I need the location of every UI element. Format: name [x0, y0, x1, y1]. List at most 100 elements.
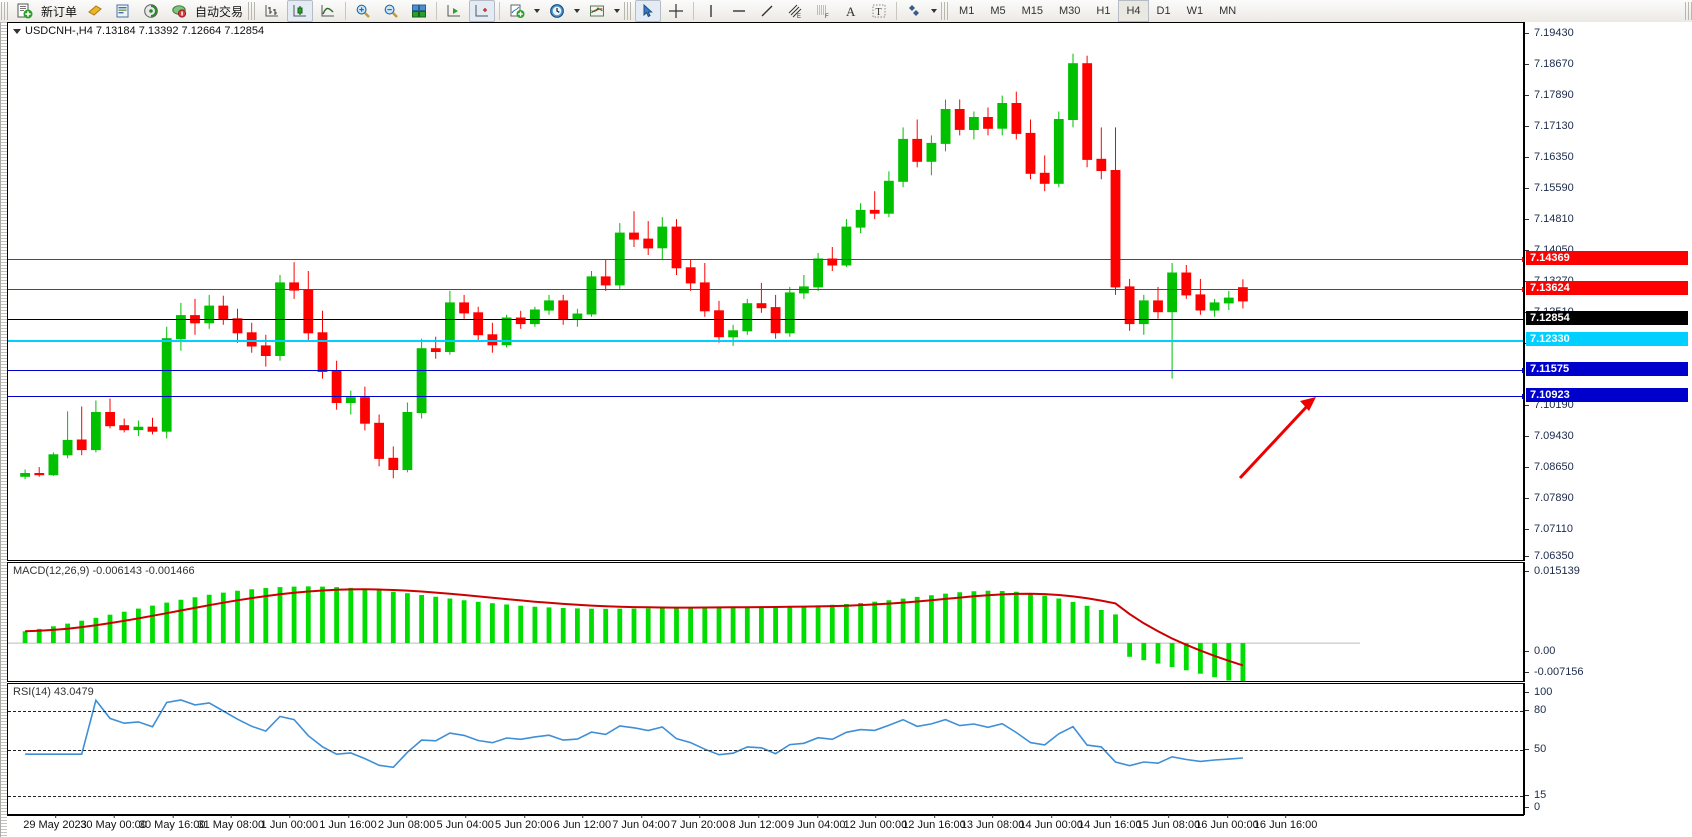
macd-tick: 0.015139 — [1525, 565, 1580, 577]
rsi-tick: 15 — [1525, 789, 1546, 801]
timeframes-grip[interactable] — [941, 2, 949, 20]
time-axis-label: 5 Jun 20:00 — [495, 815, 553, 831]
macd-pane[interactable]: MACD(12,26,9) -0.006143 -0.001466 0.0151… — [7, 562, 1692, 682]
data-window-icon[interactable] — [110, 0, 136, 22]
rsi-pane[interactable]: RSI(14) 43.0479 100 80 50 15 0 — [7, 683, 1692, 815]
horizontal-line-icon[interactable] — [726, 0, 752, 22]
svg-text:E: E — [797, 14, 801, 19]
expert-advisors-icon[interactable] — [82, 0, 108, 22]
rsi-label: RSI(14) 43.0479 — [13, 686, 94, 698]
resistance-2-tag[interactable]: 7.13624 — [1526, 281, 1688, 295]
vertical-line-icon[interactable] — [698, 0, 724, 22]
add-indicator-icon[interactable] — [504, 0, 530, 22]
shapes-chevron-down-icon[interactable] — [931, 9, 938, 13]
toolbar-right-grip[interactable] — [1685, 2, 1692, 20]
time-axis-label: 6 Jun 12:00 — [553, 815, 612, 831]
svg-text:F: F — [825, 14, 829, 19]
tile-windows-icon[interactable] — [406, 0, 432, 22]
time-axis-label: 1 Jun 00:00 — [260, 815, 319, 831]
price-scale[interactable]: 7.19430 7.18670 7.17890 7.17130 7.16350 … — [1524, 22, 1692, 562]
rsi-level-15 — [8, 796, 1523, 797]
time-axis[interactable]: 29 May 2023 30 May 00:00 30 May 16:00 31 Ma… — [7, 815, 1524, 835]
autoscroll-icon[interactable] — [469, 0, 496, 22]
rsi-tick: 80 — [1525, 704, 1546, 716]
support-line-1[interactable] — [8, 368, 1523, 373]
trendline-icon[interactable] — [754, 0, 780, 22]
timeframe-m30[interactable]: M30 — [1059, 5, 1081, 17]
main-toolbar: 新订单 — [0, 0, 1692, 23]
rsi-tick: 0 — [1525, 801, 1540, 813]
resistance-line-2[interactable] — [8, 287, 1523, 292]
time-axis-label: 30 May 16:00 — [138, 815, 206, 831]
candlestick-series — [20, 53, 1316, 480]
timeframe-mn[interactable]: MN — [1219, 5, 1237, 17]
rsi-scale: 100 80 50 15 0 — [1524, 683, 1692, 815]
bid-price-tag: 7.12854 — [1526, 311, 1688, 325]
text-label-icon[interactable]: A — [838, 0, 864, 22]
macd-series — [8, 586, 1360, 681]
macd-plot[interactable]: MACD(12,26,9) -0.006143 -0.001466 — [7, 562, 1524, 682]
chart-area[interactable]: USDCNH-,H4 7.13184 7.13392 7.12664 7.128… — [0, 22, 1692, 837]
time-axis-label: 16 Jun 00:00 — [1195, 815, 1259, 831]
new-order-label: 新订单 — [41, 4, 78, 19]
svg-text:T: T — [876, 7, 882, 18]
shift-end-icon[interactable] — [441, 0, 467, 22]
time-axis-label: 29 May 2023 — [23, 815, 87, 831]
price-tick: 7.17130 — [1525, 120, 1574, 132]
resistance-1-tag[interactable]: 7.14369 — [1526, 251, 1688, 265]
new-order-icon[interactable] — [12, 0, 38, 22]
rsi-tick: 50 — [1525, 743, 1546, 755]
auto-trading-icon[interactable] — [166, 0, 192, 22]
rsi-plot[interactable]: RSI(14) 43.0479 — [7, 683, 1524, 815]
templates-chevron-down-icon[interactable] — [614, 9, 621, 13]
timeframe-m15[interactable]: M15 — [1021, 5, 1043, 17]
chart-tools-grip[interactable] — [248, 2, 256, 20]
macd-tick: -0.007156 — [1525, 666, 1584, 678]
resistance-line-1[interactable] — [8, 257, 1523, 262]
timeframe-w1[interactable]: W1 — [1186, 5, 1204, 17]
timeframe-m1[interactable]: M1 — [959, 5, 975, 17]
timeframe-h1[interactable]: H1 — [1096, 5, 1111, 17]
support-line-2[interactable] — [8, 394, 1523, 399]
navigator-icon[interactable] — [138, 0, 164, 22]
support-2-tag[interactable]: 7.10923 — [1526, 388, 1688, 402]
cursor-icon[interactable] — [635, 0, 662, 22]
fibonacci-icon[interactable]: F — [810, 0, 836, 22]
candlestick-chart-icon[interactable] — [287, 0, 314, 22]
time-axis-label: 1 Jun 16:00 — [319, 815, 377, 831]
timeframe-h4[interactable]: H4 — [1118, 0, 1149, 22]
line-studies-grip[interactable] — [624, 2, 632, 20]
time-axis-label: 30 May 00:00 — [80, 815, 147, 831]
chart-left-grip — [1, 22, 7, 837]
symbol-caret-icon[interactable] — [13, 28, 21, 34]
period-chevron-down-icon[interactable] — [574, 9, 581, 13]
price-tick: 7.07110 — [1525, 523, 1573, 535]
zoom-in-icon[interactable] — [350, 0, 376, 22]
crosshair-icon[interactable] — [663, 0, 689, 22]
price-tick: 7.17890 — [1525, 89, 1574, 101]
toolbar-grip[interactable] — [1, 2, 8, 20]
rsi-series — [25, 698, 1243, 769]
timeframe-m5[interactable]: M5 — [990, 5, 1006, 17]
time-axis-label: 8 Jun 12:00 — [729, 815, 787, 831]
support-1-tag[interactable]: 7.11575 — [1526, 362, 1688, 376]
text-box-icon[interactable]: T — [866, 0, 892, 22]
time-axis-label: 16 Jun 16:00 — [1253, 815, 1318, 831]
zoom-out-icon[interactable] — [378, 0, 404, 22]
time-axis-label: 9 Jun 04:00 — [788, 815, 846, 831]
templates-icon[interactable] — [584, 0, 610, 22]
line-chart-icon[interactable] — [315, 0, 341, 22]
bid-price-line — [8, 319, 1523, 320]
equidistant-channel-icon[interactable]: E — [782, 0, 808, 22]
rsi-level-80 — [8, 711, 1523, 712]
shapes-icon[interactable] — [901, 0, 927, 22]
period-icon[interactable] — [544, 0, 570, 22]
timeframe-d1[interactable]: D1 — [1156, 5, 1171, 17]
price-tick: 7.06350 — [1525, 550, 1574, 562]
time-axis-label: 5 Jun 04:00 — [436, 815, 494, 831]
price-plot[interactable]: USDCNH-,H4 7.13184 7.13392 7.12664 7.128… — [7, 22, 1524, 561]
price-pane[interactable]: USDCNH-,H4 7.13184 7.13392 7.12664 7.128… — [7, 22, 1692, 562]
add-indicator-chevron-down-icon[interactable] — [534, 9, 541, 13]
bar-chart-icon[interactable] — [259, 0, 285, 22]
